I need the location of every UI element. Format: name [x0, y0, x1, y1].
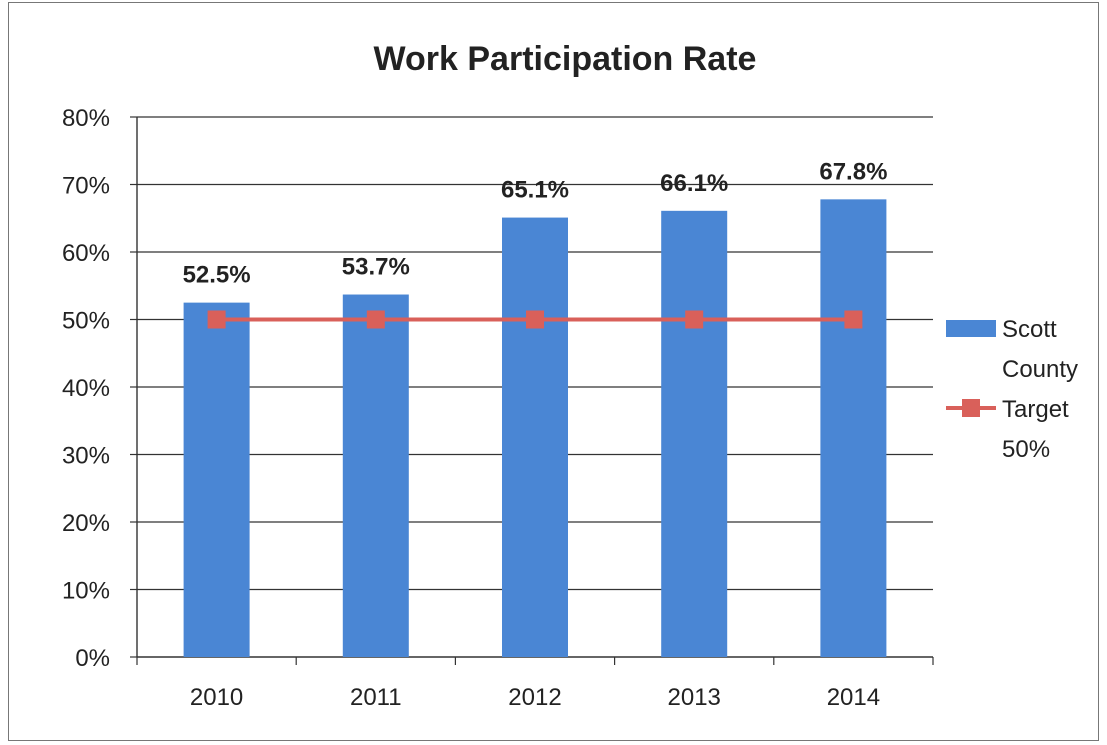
legend-label-line1: Target [1002, 396, 1069, 423]
bar [661, 210, 728, 657]
legend-label-line1: Scott [1002, 316, 1057, 343]
y-tick-label: 80% [62, 105, 110, 132]
y-tick-label: 30% [62, 443, 110, 470]
y-tick-label: 60% [62, 240, 110, 267]
data-label: 65.1% [501, 177, 569, 204]
x-tick-label: 2010 [190, 684, 243, 711]
x-tick-label: 2011 [350, 684, 402, 711]
bar [183, 302, 250, 657]
data-label: 67.8% [819, 158, 887, 185]
target-marker [526, 310, 544, 329]
target-marker [844, 310, 863, 329]
chart-title: Work Participation Rate [374, 40, 757, 78]
legend-label-line2: County [1002, 356, 1078, 383]
bar [820, 199, 887, 657]
target-marker [207, 310, 226, 329]
data-label: 53.7% [342, 254, 410, 281]
legend-swatch-scott-county [946, 320, 996, 337]
data-label: 52.5% [183, 262, 251, 289]
x-tick-label: 2014 [827, 684, 880, 711]
y-tick-label: 50% [62, 308, 110, 335]
bar [502, 217, 568, 657]
y-tick-label: 0% [75, 645, 110, 672]
legend-label-line2: 50% [1002, 436, 1050, 463]
bar [342, 294, 409, 657]
y-tick-label: 20% [62, 510, 110, 537]
x-tick-label: 2012 [508, 684, 561, 711]
y-tick-label: 70% [62, 173, 110, 200]
y-tick-label: 10% [62, 578, 110, 605]
data-label: 66.1% [660, 170, 728, 197]
y-tick-label: 40% [62, 375, 110, 402]
x-tick-label: 2013 [668, 684, 721, 711]
legend-swatch-target-marker [962, 399, 980, 417]
target-marker [685, 310, 704, 329]
target-marker [366, 310, 385, 329]
